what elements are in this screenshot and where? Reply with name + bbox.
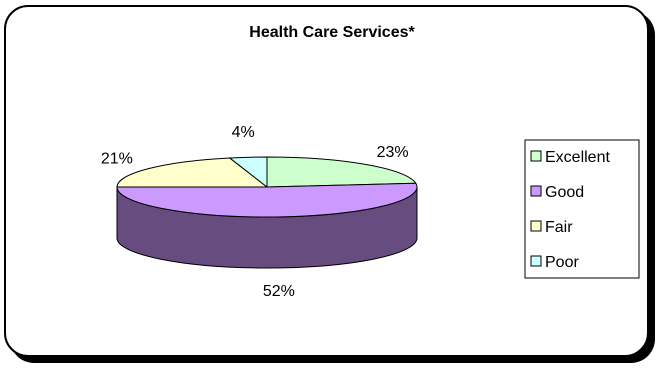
legend-swatch-fair <box>530 220 542 232</box>
legend-items: Excellent Good Fair Poor <box>530 149 610 271</box>
legend-box <box>524 139 640 279</box>
legend-label-good: Good <box>545 184 584 201</box>
legend-swatch-good <box>530 185 542 197</box>
data-label-poor: 4% <box>232 124 255 141</box>
pie-slice-fair <box>116 157 268 188</box>
pie-slice-poor <box>229 156 268 188</box>
chart-title: Health Care Services* <box>249 24 415 41</box>
pie-slice-good <box>116 182 418 218</box>
legend-label-fair: Fair <box>545 219 573 236</box>
legend-label-poor: Poor <box>545 254 579 271</box>
legend: Excellent Good Fair Poor <box>524 139 640 279</box>
legend-swatch-poor <box>530 255 542 267</box>
legend-swatch-excellent <box>530 150 542 162</box>
data-label-good: 52% <box>263 283 295 300</box>
data-label-excellent: 23% <box>377 144 409 161</box>
pie-labels: 23% 52% 21% 4% <box>101 124 409 300</box>
legend-label-excellent: Excellent <box>545 149 610 166</box>
data-label-fair: 21% <box>101 151 133 168</box>
pie-tops <box>116 156 418 218</box>
pie-slice-excellent <box>266 156 417 188</box>
